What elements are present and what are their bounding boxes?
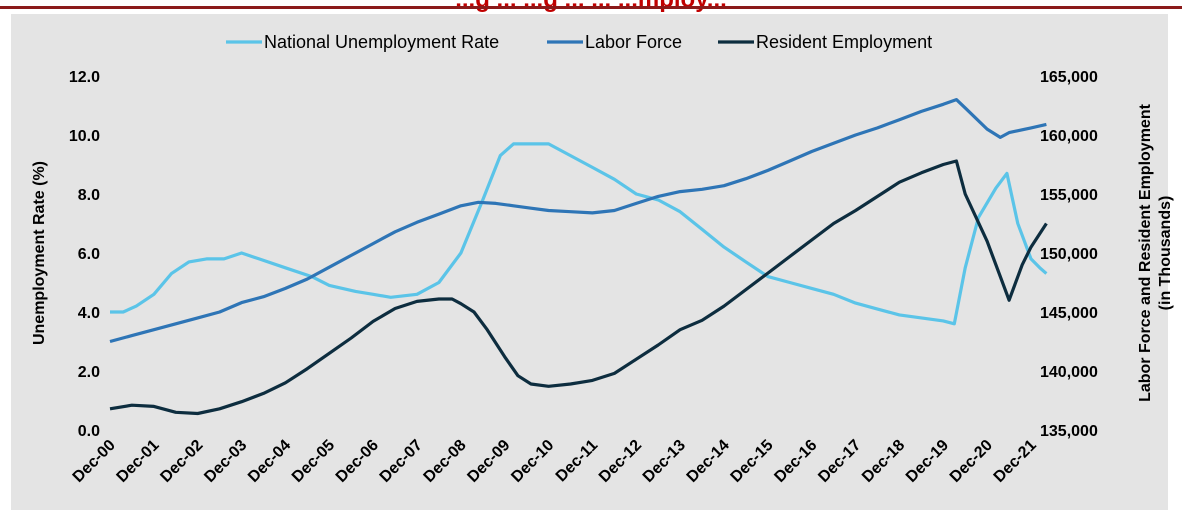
x-tick-label: Dec-20 [947, 437, 996, 486]
x-tick-label: Dec-10 [508, 437, 557, 486]
y-left-tick-label: 4.0 [78, 305, 100, 322]
legend-label: Labor Force [585, 32, 682, 52]
y-right-tick-label: 155,000 [1040, 187, 1098, 204]
series-line-1 [110, 142, 1048, 326]
x-tick-label: Dec-03 [201, 437, 250, 486]
x-tick-label: Dec-09 [464, 437, 513, 486]
x-tick-label: Dec-02 [157, 437, 206, 486]
y-axis-left-label: Unemployment Rate (%) [31, 161, 48, 345]
y-right-tick-label: 150,000 [1040, 246, 1098, 263]
y-right-tick-label: 160,000 [1040, 128, 1098, 145]
series-line-2 [109, 98, 1047, 344]
x-tick-label: Dec-18 [859, 437, 908, 486]
x-tick-label: Dec-06 [333, 437, 382, 486]
legend: National Unemployment Rate Labor Force Res… [226, 32, 932, 52]
y-right-tick-label: 145,000 [1040, 305, 1098, 322]
x-tick-label: Dec-07 [377, 437, 426, 486]
y-left-tick-label: 12.0 [69, 69, 100, 86]
x-tick-label: Dec-13 [640, 437, 689, 486]
series-lines [109, 98, 1048, 416]
x-tick-label: Dec-15 [728, 437, 777, 486]
x-tick-label: Dec-21 [991, 437, 1040, 486]
title-divider [0, 6, 1182, 9]
chart-panel [11, 14, 1168, 510]
legend-label: Resident Employment [756, 32, 932, 52]
y-right-tick-label: 140,000 [1040, 364, 1098, 381]
y-axis-right-label-line2: (in Thousands) [1157, 196, 1174, 311]
y-right-tick-label: 165,000 [1040, 69, 1098, 86]
x-tick-label: Dec-16 [771, 437, 820, 486]
x-axis-ticks: Dec-00Dec-01Dec-02Dec-03Dec-04Dec-05Dec-… [70, 437, 1040, 486]
y-axis-right-ticks: 135,000 140,000 145,000 150,000 155,000 160,0… [1040, 69, 1098, 440]
x-tick-label: Dec-05 [289, 437, 338, 486]
x-tick-label: Dec-19 [903, 437, 952, 486]
x-tick-label: Dec-17 [815, 437, 864, 486]
x-tick-label: Dec-01 [114, 437, 163, 486]
series-line-3 [109, 159, 1048, 416]
legend-label: National Unemployment Rate [264, 32, 499, 52]
x-tick-label: Dec-00 [70, 437, 119, 486]
x-tick-label: Dec-11 [553, 437, 602, 486]
x-tick-label: Dec-12 [596, 437, 645, 486]
y-right-tick-label: 135,000 [1040, 423, 1098, 440]
y-left-tick-label: 0.0 [78, 423, 100, 440]
y-left-tick-label: 8.0 [78, 187, 100, 204]
y-axis-left-ticks: 0.0 2.0 4.0 6.0 8.0 10.0 12.0 [69, 69, 100, 440]
x-tick-label: Dec-14 [684, 437, 733, 486]
y-left-tick-label: 10.0 [69, 128, 100, 145]
x-tick-label: Dec-08 [421, 437, 470, 486]
y-left-tick-label: 2.0 [78, 364, 100, 381]
y-axis-right-label-line1: Labor Force and Resident Employment [1137, 103, 1154, 402]
y-left-tick-label: 6.0 [78, 246, 100, 263]
x-tick-label: Dec-04 [245, 437, 294, 486]
